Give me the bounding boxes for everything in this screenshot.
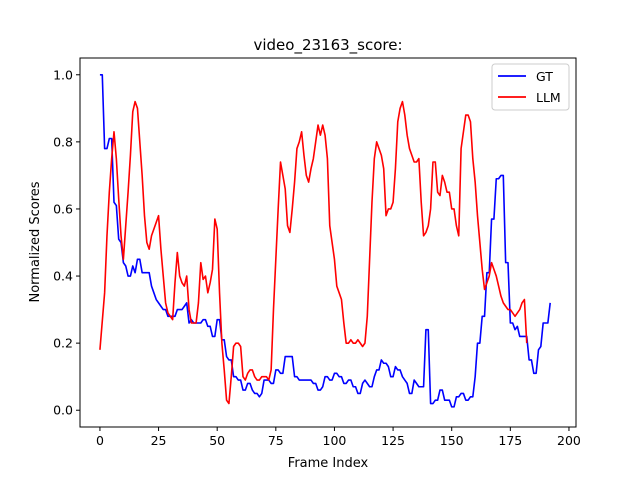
x-tick-label: 75 (268, 433, 284, 448)
x-axis: 0 25 50 75 100 125 150 175 200 (96, 427, 581, 448)
x-tick-label: 175 (498, 433, 522, 448)
legend: GT LLM (492, 64, 569, 110)
y-axis: 0.0 0.2 0.4 0.6 0.8 1.0 (53, 67, 80, 417)
series-line-llm (100, 102, 527, 404)
y-tick-label: 0.0 (53, 403, 73, 418)
x-tick-label: 25 (151, 433, 167, 448)
y-tick-label: 1.0 (53, 67, 73, 82)
x-tick-label: 50 (209, 433, 225, 448)
series-line-gt (100, 75, 550, 407)
x-tick-label: 200 (557, 433, 581, 448)
chart-title: video_23163_score: (253, 36, 402, 55)
y-tick-label: 0.2 (53, 336, 73, 351)
x-tick-label: 0 (96, 433, 104, 448)
y-tick-label: 0.6 (53, 201, 73, 216)
x-axis-label: Frame Index (288, 456, 369, 471)
legend-label-gt: GT (536, 69, 553, 84)
y-axis-label: Normalized Scores (28, 181, 43, 302)
legend-label-llm: LLM (536, 90, 561, 105)
y-tick-label: 0.4 (53, 269, 73, 284)
x-tick-label: 100 (323, 433, 347, 448)
plot-frame (80, 58, 576, 427)
x-tick-label: 125 (381, 433, 405, 448)
x-tick-label: 150 (440, 433, 464, 448)
y-tick-label: 0.8 (53, 134, 73, 149)
